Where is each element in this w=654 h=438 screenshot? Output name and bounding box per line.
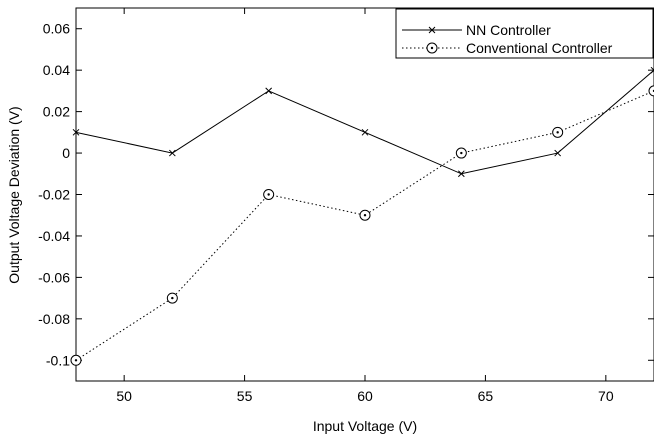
y-tick-label: 0.06: [43, 21, 70, 37]
x-axis-label: Input Voltage (V): [313, 418, 417, 434]
y-axis: 0.06 0.04 0.02 0 -0.02 -0.04 -0.06 -0.08 -0.1: [38, 21, 654, 368]
legend-nn-marker: [428, 26, 436, 34]
data-point-nn-controller: [457, 170, 465, 178]
y-tick-label: -0.02: [38, 187, 70, 203]
legend-box: [395, 8, 654, 59]
data-point-nn-controller: [650, 66, 654, 74]
data-point-conventional-controller-dot: [556, 131, 559, 134]
y-tick-label: -0.08: [38, 311, 70, 327]
y-axis-label: Output Voltage Deviation (V): [6, 106, 22, 283]
data-point-conventional-controller-dot: [74, 359, 78, 362]
data-point-nn-controller: [72, 128, 80, 136]
x-tick-label: 60: [357, 388, 373, 404]
legend-conv-label: Conventional Controller: [466, 40, 613, 56]
data-point-nn-controller: [554, 149, 562, 157]
x-tick-label: 50: [116, 388, 132, 404]
y-tick-label: 0: [62, 145, 70, 161]
legend: NN Controller Conventional Controller: [395, 8, 654, 59]
x-tick-label: 65: [478, 388, 494, 404]
data-point-conventional-controller-dot: [363, 214, 367, 217]
series-line-conventional-controller: [75, 90, 654, 361]
plot-area: [70, 66, 654, 366]
y-tick-label: -0.04: [38, 228, 70, 244]
series-line-nn-controller: [75, 69, 654, 175]
legend-item-nn-controller: NN Controller: [402, 22, 551, 38]
plot-frame: [75, 7, 654, 382]
x-axis: 50 55 60 65 70: [116, 8, 614, 404]
data-point-nn-controller: [265, 87, 273, 95]
y-tick-label: -0.06: [38, 269, 70, 285]
data-point-nn-controller: [168, 149, 176, 157]
data-point-conventional-controller-dot: [267, 193, 270, 196]
y-tick-label: 0.02: [43, 104, 70, 120]
y-tick-label: 0.04: [43, 62, 70, 78]
data-point-conventional-controller-dot: [171, 296, 174, 300]
legend-conv-marker-dot: [430, 46, 434, 50]
data-point-conventional-controller: [648, 85, 654, 97]
x-tick-label: 55: [237, 388, 253, 404]
x-tick-label: 70: [598, 388, 614, 404]
legend-nn-label: NN Controller: [466, 22, 551, 38]
data-point-conventional-controller-dot: [460, 151, 463, 155]
y-tick-label: -0.1: [46, 352, 70, 368]
legend-item-conventional-controller: Conventional Controller: [402, 40, 613, 56]
data-point-nn-controller: [361, 128, 369, 136]
